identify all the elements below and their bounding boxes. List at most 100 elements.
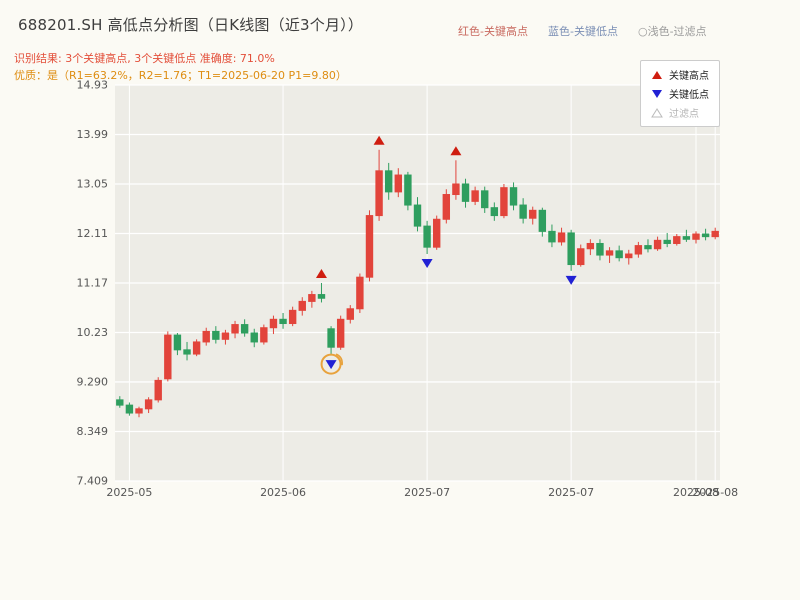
candle-body: [250, 332, 258, 343]
candle: [394, 168, 402, 198]
candle: [452, 160, 460, 200]
candle: [481, 186, 489, 213]
y-tick-label: 8.349: [77, 425, 109, 438]
y-tick-label: 12.11: [77, 227, 109, 240]
candle-body: [288, 309, 297, 325]
candle-body: [154, 379, 162, 401]
legend-item-key-high: 关键高点: [651, 67, 709, 82]
candle: [356, 273, 364, 313]
candle: [500, 183, 508, 219]
candle-body: [308, 294, 316, 302]
candle: [605, 247, 614, 263]
candle-body: [135, 408, 143, 414]
legend-label-key-high: 关键高点: [669, 71, 709, 82]
candle-body: [663, 239, 671, 244]
x-tick-label: 2025-06: [260, 486, 306, 499]
candle-body: [471, 190, 479, 202]
candle: [663, 232, 671, 248]
candle: [586, 239, 595, 256]
candle: [144, 397, 153, 414]
candle-body: [625, 253, 633, 259]
key-low-marker: [325, 360, 337, 370]
candle: [154, 377, 162, 403]
candle: [365, 210, 374, 282]
candle-body: [404, 174, 412, 206]
candle-body: [433, 218, 441, 248]
top-legend-red-high: 红色-关键高点: [458, 25, 528, 38]
candle-body: [413, 204, 422, 227]
candle-body: [221, 332, 230, 340]
candle-body: [529, 209, 537, 219]
candle-body: [567, 232, 575, 266]
candle-body: [605, 250, 614, 256]
candle: [538, 207, 547, 237]
candle-body: [375, 170, 383, 217]
candle: [529, 206, 537, 225]
y-tick-label: 9.290: [77, 375, 109, 388]
candle-body: [711, 230, 719, 238]
candle: [346, 305, 354, 324]
x-tick-label: 2025-07: [548, 486, 594, 499]
candle-body: [653, 239, 662, 250]
candle-body: [260, 327, 268, 343]
candle-body: [577, 248, 585, 266]
candle-body: [634, 245, 643, 255]
highlight-ring-stroke: [335, 353, 343, 366]
candle-body: [442, 194, 451, 220]
candle-body: [183, 349, 191, 355]
candle: [221, 329, 230, 345]
candle-body: [644, 245, 652, 250]
candle: [577, 244, 585, 267]
candle: [634, 241, 643, 258]
candle-body: [231, 324, 239, 334]
candle: [442, 189, 451, 224]
candle: [548, 224, 556, 248]
candle-body: [423, 225, 431, 248]
candle: [423, 220, 431, 255]
candle: [692, 231, 700, 244]
candle: [625, 249, 633, 265]
candle-body: [116, 399, 124, 406]
candle-body: [269, 318, 278, 329]
candle-body: [192, 341, 201, 355]
candle: [596, 239, 604, 261]
candle: [298, 297, 306, 316]
candle-body: [461, 183, 470, 202]
candle: [375, 149, 383, 221]
candle-body: [144, 399, 153, 410]
candle: [279, 312, 287, 329]
red-up-triangle-icon: [652, 70, 662, 79]
x-tick-label: 2025-07: [404, 486, 450, 499]
candle-body: [365, 215, 374, 278]
legend-label-key-low: 关键低点: [669, 90, 709, 101]
candle: [125, 402, 134, 416]
candle: [212, 326, 220, 344]
candle-body: [452, 183, 460, 196]
x-tick-label: 2025-08: [692, 486, 738, 499]
candle: [682, 229, 691, 242]
candle-body: [202, 330, 210, 343]
top-legend-blue-low: 蓝色-关键低点: [547, 25, 618, 38]
x-tick-label: 2025-08: [673, 486, 719, 499]
candle-body: [173, 334, 182, 351]
candle: [308, 290, 316, 308]
candle: [192, 339, 201, 357]
candle: [404, 171, 412, 211]
candle: [461, 178, 470, 208]
candle-body: [394, 174, 402, 193]
candle-body: [538, 209, 547, 232]
key-high-marker: [450, 146, 462, 156]
key-high-marker: [373, 135, 385, 145]
y-tick-label: 7.409: [77, 475, 109, 488]
candle: [327, 326, 335, 356]
candle: [135, 406, 143, 418]
candle: [701, 228, 710, 241]
y-tick-label: 10.23: [77, 326, 109, 339]
candle-body: [615, 250, 623, 259]
candle: [673, 234, 681, 246]
candle: [509, 182, 518, 211]
candle: [288, 306, 297, 327]
candle: [231, 320, 239, 339]
legend-item-key-low: 关键低点: [651, 86, 709, 101]
